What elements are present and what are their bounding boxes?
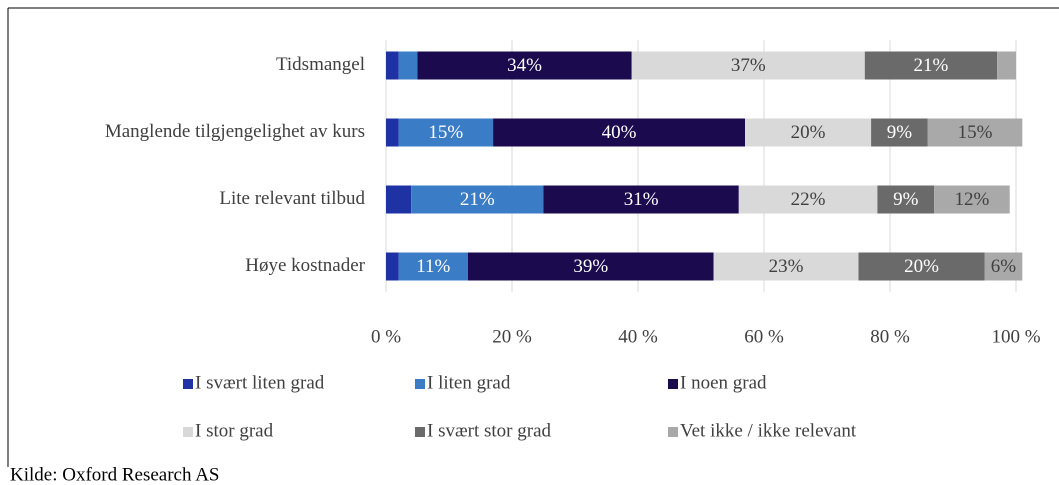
- bar-segment: [386, 252, 399, 281]
- bar-segment: [467, 252, 714, 281]
- legend-label: I svært stor grad: [427, 420, 552, 441]
- chart-frame: [7, 7, 1059, 467]
- y-tick-label: Lite relevant tilbud: [219, 188, 365, 209]
- bar-segment: [543, 185, 739, 214]
- bar-segment: [738, 185, 878, 214]
- x-tick-label: 80 %: [870, 326, 910, 347]
- data-label: 21%: [460, 189, 495, 210]
- bar-segment: [997, 51, 1016, 80]
- bar-segment: [411, 185, 544, 214]
- legend-swatch: [668, 379, 678, 389]
- bar-segment: [858, 252, 985, 281]
- data-label: 20%: [904, 256, 939, 277]
- y-tick-label: Høye kostnader: [245, 255, 365, 276]
- y-tick-label: Manglende tilgjengelighet av kurs: [105, 121, 365, 142]
- data-label: 6%: [991, 256, 1017, 277]
- legend-label: I liten grad: [427, 372, 511, 393]
- bar-segment: [984, 252, 1023, 281]
- x-tick-label: 60 %: [744, 326, 784, 347]
- y-tick-label: Tidsmangel: [276, 54, 365, 75]
- bar-segment: [877, 185, 935, 214]
- data-label: 20%: [791, 122, 826, 143]
- bar-segment: [386, 185, 412, 214]
- data-label: 34%: [507, 55, 542, 76]
- legend-swatch: [183, 379, 193, 389]
- legend-label: I noen grad: [680, 372, 767, 393]
- bar-segment: [386, 118, 399, 147]
- legend-swatch: [415, 427, 425, 437]
- x-tick-label: 40 %: [618, 326, 658, 347]
- bar-segment: [871, 118, 928, 147]
- bar-segment: [631, 51, 865, 80]
- bar-segment: [934, 185, 1010, 214]
- data-label: 39%: [573, 256, 608, 277]
- data-label: 9%: [887, 122, 913, 143]
- bar-segment: [864, 51, 998, 80]
- bar-segment: [398, 118, 494, 147]
- bar-segment: [417, 51, 632, 80]
- bar-segment: [713, 252, 859, 281]
- legend-swatch: [415, 379, 425, 389]
- bar-segment: [398, 252, 468, 281]
- bar-segment: [493, 118, 746, 147]
- x-tick-label: 0 %: [371, 326, 401, 347]
- data-label: 15%: [958, 122, 993, 143]
- data-label: 11%: [416, 256, 450, 277]
- legend-swatch: [183, 427, 193, 437]
- legend-swatch: [668, 427, 678, 437]
- source-note: Kilde: Oxford Research AS: [10, 464, 219, 485]
- legend-label: I stor grad: [195, 420, 274, 441]
- legend-label: Vet ikke / ikke relevant: [680, 420, 857, 441]
- bar-segment: [386, 51, 399, 80]
- x-tick-label: 20 %: [492, 326, 532, 347]
- legend-label: I svært liten grad: [195, 372, 325, 393]
- data-label: 22%: [791, 189, 826, 210]
- bar-segment: [927, 118, 1023, 147]
- x-tick-label: 100 %: [991, 326, 1040, 347]
- data-label: 9%: [893, 189, 919, 210]
- data-label: 12%: [954, 189, 989, 210]
- bar-segment: [398, 51, 418, 80]
- data-label: 31%: [624, 189, 659, 210]
- data-label: 21%: [914, 55, 949, 76]
- data-label: 15%: [428, 122, 463, 143]
- data-label: 40%: [602, 122, 637, 143]
- data-label: 23%: [769, 256, 804, 277]
- data-label: 37%: [731, 55, 766, 76]
- bar-segment: [745, 118, 872, 147]
